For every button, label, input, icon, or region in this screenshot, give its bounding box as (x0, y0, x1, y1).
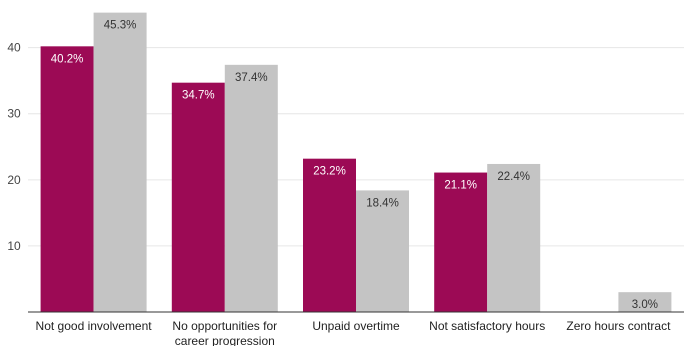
bar-value-label: 18.4% (366, 197, 399, 209)
x-category-label: Not satisfactory hours (429, 319, 545, 333)
y-tick-label: 40 (7, 41, 21, 55)
bar-series1-cat4 (434, 172, 488, 312)
x-category-label: Not good involvement (36, 319, 153, 333)
bar-value-labels: 40.2% 34.7% 23.2% 21.1% 45.3% 37.4% 18.4% 22.4%… (51, 20, 658, 312)
bar-series2-cat2 (224, 64, 278, 313)
y-tick-label: 20 (7, 173, 21, 187)
bar-series1-cat2 (171, 82, 225, 313)
bar-value-label: 22.4% (497, 171, 530, 183)
bar-series2-cat5 (618, 292, 672, 312)
bar-series1-cat1 (40, 46, 94, 312)
bars (40, 12, 672, 313)
y-tick-label: 10 (7, 239, 21, 253)
bar-series2-cat1 (93, 12, 147, 312)
bar-value-label: 40.2% (51, 53, 84, 65)
y-tick-label: 30 (7, 107, 21, 121)
x-category-label: No opportunities for (172, 319, 277, 333)
bar-value-label: 21.1% (444, 180, 477, 192)
bar-value-label: 37.4% (235, 72, 268, 84)
x-category-label: career progression (175, 334, 275, 346)
x-category-label: Zero hours contract (566, 319, 671, 333)
bar-value-label: 34.7% (182, 90, 215, 102)
bar-value-label: 3.0% (632, 299, 658, 311)
bar-series1-cat3 (303, 158, 356, 312)
x-axis-category-labels: Not good involvement No opportunities for… (36, 319, 672, 346)
y-axis-tick-labels: 10 20 30 40 (7, 41, 21, 253)
bar-value-label: 23.2% (313, 166, 346, 178)
bar-value-label: 45.3% (104, 20, 137, 32)
bar-series2-cat4 (487, 163, 541, 312)
x-category-label: Unpaid overtime (312, 319, 400, 333)
bar-series2-cat3 (356, 190, 409, 312)
